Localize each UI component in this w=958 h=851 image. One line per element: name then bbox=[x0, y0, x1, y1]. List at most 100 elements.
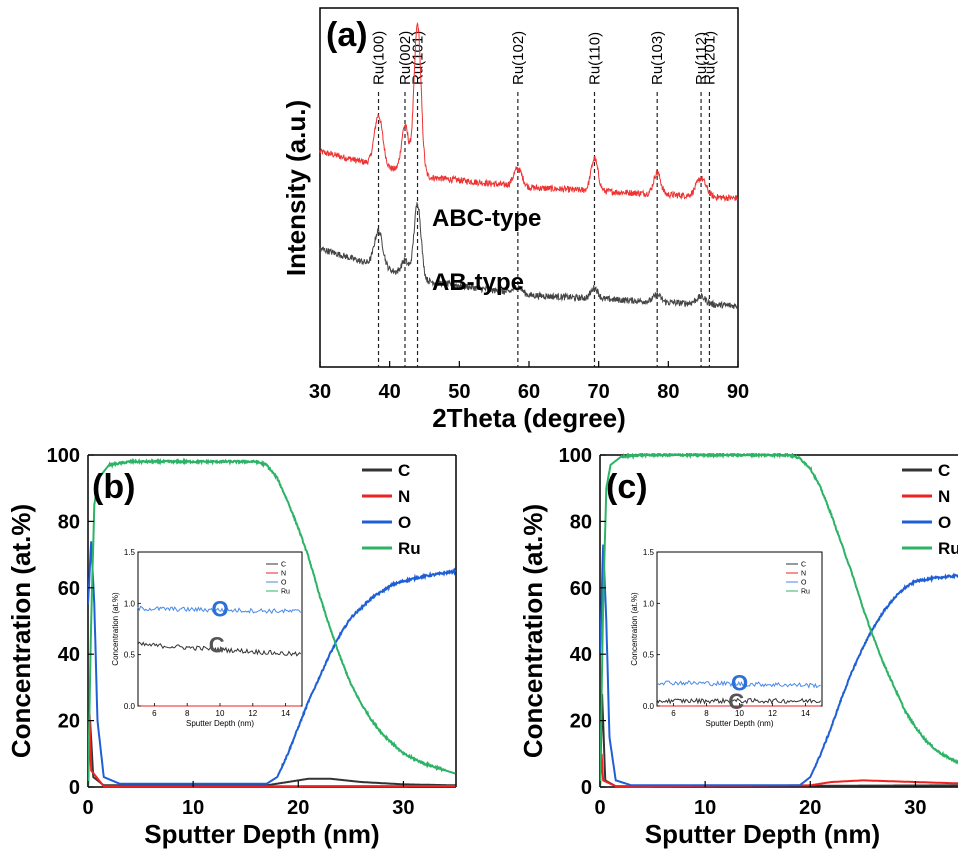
peak-label: Ru(102) bbox=[510, 31, 527, 85]
x-tick-label: 60 bbox=[518, 381, 540, 403]
series-label: ABC-type bbox=[432, 205, 541, 232]
inset-x-tick-label: 12 bbox=[768, 709, 777, 718]
inset-annotation-c: C bbox=[728, 689, 744, 714]
peak-label: Ru(110) bbox=[586, 32, 603, 85]
series-line bbox=[88, 541, 456, 785]
inset-x-axis-title: Sputter Depth (nm) bbox=[705, 719, 773, 728]
x-tick-label: 10 bbox=[694, 797, 716, 819]
inset-x-tick-label: 6 bbox=[152, 709, 157, 718]
series-line bbox=[600, 753, 958, 788]
y-tick-label: 20 bbox=[58, 711, 80, 733]
inset-x-tick-label: 10 bbox=[216, 709, 225, 718]
peak-label: Ru(103) bbox=[649, 31, 666, 85]
inset-legend-label: Ru bbox=[801, 589, 810, 596]
inset-annotation-o: O bbox=[211, 596, 228, 621]
x-tick-label: 20 bbox=[799, 797, 821, 819]
x-tick-label: 10 bbox=[182, 797, 204, 819]
y-tick-label: 80 bbox=[58, 511, 80, 533]
legend-label: Ru bbox=[398, 539, 421, 558]
series-line bbox=[88, 457, 456, 788]
inset-x-tick-label: 8 bbox=[704, 709, 709, 718]
series-line bbox=[319, 21, 739, 203]
series-line bbox=[88, 720, 456, 788]
inset-legend-label: Ru bbox=[281, 589, 290, 596]
inset-y-tick-label: 1.0 bbox=[643, 599, 655, 608]
depth-profile-panel-b: 0 20 40 60 80 100 0 10 20 30 Sputter Depth (nm) Con… bbox=[6, 445, 457, 849]
inset-y-tick-label: 0.5 bbox=[643, 651, 655, 660]
inset-y-tick-label: 1.0 bbox=[124, 599, 136, 608]
inset-frame bbox=[137, 551, 303, 707]
legend-label: O bbox=[398, 513, 411, 532]
x-tick-label: 30 bbox=[309, 381, 331, 403]
inset-legend-label: N bbox=[801, 571, 806, 578]
inset-legend-label: C bbox=[281, 562, 286, 569]
inset-legend-label: N bbox=[281, 571, 286, 578]
inset-x-tick-label: 10 bbox=[735, 709, 744, 718]
inset-y-tick-label: 1.5 bbox=[124, 548, 136, 557]
series-group bbox=[600, 453, 958, 788]
inset-series-line bbox=[137, 605, 302, 615]
inset-legend-label: C bbox=[801, 562, 806, 569]
series-group bbox=[88, 457, 456, 788]
series-line bbox=[88, 713, 456, 788]
legend-label: O bbox=[938, 513, 951, 532]
peak-label: Ru(201) bbox=[701, 31, 718, 85]
x-tick-label: 40 bbox=[379, 381, 401, 403]
inset-x-tick-label: 12 bbox=[248, 709, 257, 718]
x-tick-label: 20 bbox=[287, 797, 309, 819]
inset-y-tick-label: 0.5 bbox=[124, 651, 136, 660]
xrd-panel-a: Ru(100) Ru(002)Ru(101) Ru(102) Ru(110) Ru(10… bbox=[281, 7, 749, 433]
series-label: AB-type bbox=[432, 269, 524, 296]
series-line bbox=[319, 202, 739, 309]
y-tick-label: 80 bbox=[570, 511, 592, 533]
x-tick-label: 70 bbox=[588, 381, 610, 403]
legend-label: C bbox=[398, 461, 410, 480]
panel-label: (a) bbox=[326, 16, 368, 54]
inset-x-tick-label: 14 bbox=[281, 709, 290, 718]
y-tick-label: 0 bbox=[69, 777, 80, 799]
inset-y-tick-label: 0.0 bbox=[124, 702, 136, 711]
inset-x-tick-label: 6 bbox=[671, 709, 676, 718]
inset-annotation-c: C bbox=[209, 632, 225, 657]
y-axis-title: Concentration (at.%) bbox=[6, 504, 36, 758]
panel-label: (c) bbox=[606, 468, 648, 506]
series-line bbox=[600, 544, 958, 787]
inset-legend-label: O bbox=[801, 580, 807, 587]
y-tick-label: 60 bbox=[570, 578, 592, 600]
inset-y-axis-title: Concentration (at.%) bbox=[630, 592, 639, 666]
legend-label: C bbox=[938, 461, 950, 480]
inset-y-axis-title: Concentration (at.%) bbox=[111, 592, 120, 666]
y-tick-label: 100 bbox=[559, 445, 592, 467]
inset-y-tick-label: 1.5 bbox=[643, 548, 655, 557]
x-axis-title: Sputter Depth (nm) bbox=[144, 819, 379, 849]
y-tick-label: 20 bbox=[570, 711, 592, 733]
x-tick-label: 30 bbox=[392, 797, 414, 819]
x-axis-title: 2Theta (degree) bbox=[432, 403, 626, 433]
inset-x-tick-label: 14 bbox=[801, 709, 810, 718]
depth-profile-panel-c: 0 20 40 60 80 100 0 10 20 30 Sputter Depth (nm) Con… bbox=[518, 445, 958, 849]
x-axis-title: Sputter Depth (nm) bbox=[645, 819, 880, 849]
x-tick-label: 0 bbox=[82, 797, 93, 819]
y-tick-label: 40 bbox=[570, 644, 592, 666]
peak-label: Ru(112) bbox=[693, 32, 710, 85]
y-axis-title: Concentration (at.%) bbox=[518, 504, 548, 758]
inset-series-line bbox=[656, 680, 821, 689]
x-tick-label: 0 bbox=[594, 797, 605, 819]
inset-x-tick-label: 8 bbox=[185, 709, 190, 718]
y-axis-title: Intensity (a.u.) bbox=[281, 100, 311, 276]
panel-label: (b) bbox=[92, 468, 135, 506]
peak-label: Ru(100) bbox=[371, 31, 388, 85]
y-tick-label: 0 bbox=[581, 777, 592, 799]
peak-label: Ru(101) bbox=[410, 31, 427, 85]
peak-label: Ru(002) bbox=[397, 31, 414, 85]
x-tick-label: 80 bbox=[657, 381, 679, 403]
y-tick-label: 60 bbox=[58, 578, 80, 600]
inset-annotation-o: O bbox=[731, 670, 748, 695]
inset-legend-label: O bbox=[281, 580, 287, 587]
x-tick-label: 50 bbox=[448, 381, 470, 403]
x-tick-label: 30 bbox=[904, 797, 926, 819]
x-tick-label: 90 bbox=[727, 381, 749, 403]
legend-label: N bbox=[938, 487, 950, 506]
inset-y-tick-label: 0.0 bbox=[643, 702, 655, 711]
